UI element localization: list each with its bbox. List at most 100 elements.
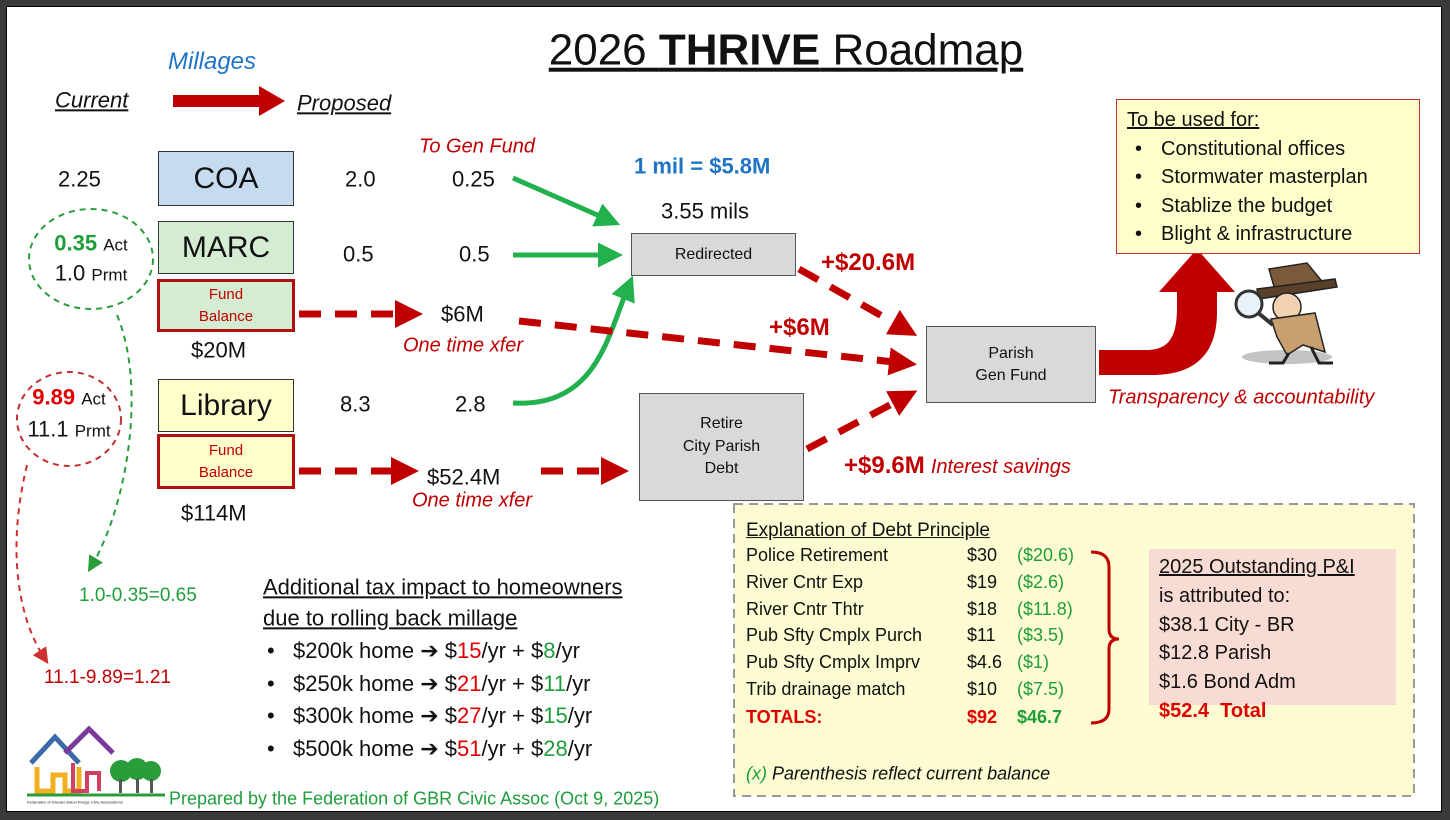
retire-debt-node: RetireCity ParishDebt <box>639 393 804 501</box>
node-line: Parish <box>988 343 1033 365</box>
debt-heading: Explanation of Debt Principle <box>746 520 990 542</box>
debt-cell: ($3.5) <box>1017 625 1064 646</box>
redirect-arrows <box>513 178 629 403</box>
use-item: Stormwater masterplan <box>1127 163 1409 192</box>
transparency: Transparency & accountability <box>1108 387 1374 410</box>
coa-redirect: 0.25 <box>452 166 495 191</box>
debt-cell: Police Retirement <box>746 545 888 566</box>
outstanding: 2025 Outstanding P&I is attributed to: $… <box>1159 553 1355 726</box>
library-arrow <box>513 285 629 403</box>
debt-cell: Pub Sfty Cmplx Imprv <box>746 652 920 673</box>
outstanding-item: $38.1 City - BR <box>1159 611 1355 640</box>
tax-segment: /yr + $ <box>481 736 543 761</box>
tax-segment: 51 <box>457 736 481 761</box>
outstanding-item: $12.8 Parish <box>1159 639 1355 668</box>
library-prmt-label: Prmt <box>75 421 111 440</box>
six-million-arrow <box>519 321 903 363</box>
to-gen-fund: To Gen Fund <box>419 136 535 159</box>
use-item: Stablize the budget <box>1127 192 1409 221</box>
debt-cell: $11 <box>967 625 996 646</box>
node-line: Debt <box>705 458 739 480</box>
flow-interest-note: Interest savings <box>931 456 1071 478</box>
tax-segment: /yr + $ <box>481 671 543 696</box>
uses-box: To be used for: Constitutional officesSt… <box>1116 99 1420 254</box>
detective-illustration <box>1236 263 1337 364</box>
fund-label: Fund <box>209 284 243 306</box>
tax-segment: 11 <box>543 671 566 696</box>
debt-cell: $4.6 <box>967 652 1002 673</box>
tax-segment: /yr <box>566 671 590 696</box>
marc-box: MARC <box>158 221 294 274</box>
library-prmt-value: 11.1 <box>27 416 68 441</box>
debt-cell: ($7.5) <box>1017 679 1064 700</box>
debt-cell: River Cntr Exp <box>746 572 863 593</box>
tax-segment: $250k home ➔ $ <box>293 671 457 696</box>
marc-prmt-label: Prmt <box>91 265 127 284</box>
debt-cell: River Cntr Thtr <box>746 599 864 620</box>
debt-cell: ($20.6) <box>1017 545 1074 566</box>
node-line: Retire <box>700 413 743 435</box>
library-difference: 11.1-9.89=1.21 <box>44 667 171 689</box>
logo <box>27 729 165 795</box>
redirected-node: Redirected <box>631 233 796 276</box>
outcome-arrow <box>1099 249 1235 375</box>
debt-cell: $46.7 <box>1017 707 1062 728</box>
redirected-total: 3.55 mils <box>661 198 749 223</box>
node-line: Gen Fund <box>975 365 1046 387</box>
fund-label: Fund <box>209 440 243 462</box>
outstanding-heading: 2025 Outstanding P&I <box>1159 553 1355 582</box>
tax-segment: $300k home ➔ $ <box>293 703 457 728</box>
tax-segment: 8 <box>543 638 555 663</box>
debt-cell: $18 <box>967 599 997 620</box>
uses-heading: To be used for: <box>1127 106 1409 135</box>
tax-segment: /yr <box>555 638 579 663</box>
marc-act: 0.35 Act <box>54 230 128 255</box>
outstanding-subheading: is attributed to: <box>1159 582 1355 611</box>
coa-proposed: 2.0 <box>345 166 376 191</box>
library-difference-arrow <box>17 465 45 659</box>
tax-segment: $500k home ➔ $ <box>293 736 457 761</box>
note-text: Parenthesis reflect current balance <box>772 764 1050 784</box>
coa-current: 2.25 <box>58 166 101 191</box>
marc-transfer-note: One time xfer <box>403 335 523 358</box>
slide: 2026 THRIVE Roadmap Millages Current Pro… <box>6 6 1442 812</box>
tax-segment: 15 <box>457 638 481 663</box>
library-act-label: Act <box>81 389 106 408</box>
tax-segment: $200k home ➔ $ <box>293 638 457 663</box>
flow-fund-balance: +$6M <box>769 314 830 342</box>
marc-redirect: 0.5 <box>459 241 490 266</box>
marc-difference: 1.0-0.35=0.65 <box>79 585 197 607</box>
tax-row: $250k home ➔ $21/yr + $11/yr <box>259 668 592 701</box>
prepared-by: Prepared by the Federation of GBR Civic … <box>169 789 659 810</box>
interest-arrow <box>807 397 905 449</box>
outstanding-items: $38.1 City - BR$12.8 Parish$1.6 Bond Adm <box>1159 611 1355 697</box>
page: 2026 THRIVE Roadmap Millages Current Pro… <box>0 0 1450 820</box>
debt-cell: $19 <box>967 572 997 593</box>
logo-text: Federation of Greater Baton Rouge Civic … <box>27 801 123 806</box>
title-bold: THRIVE <box>659 26 820 75</box>
redirected-label: Redirected <box>675 246 752 264</box>
marc-circle <box>29 209 153 309</box>
proposed-label: Proposed <box>297 90 391 115</box>
note-marker: (x) <box>746 764 767 784</box>
library-prmt: 11.1 Prmt <box>27 416 110 441</box>
tax-segment: 15 <box>543 703 567 728</box>
coa-arrow <box>513 178 611 221</box>
marc-proposed: 0.5 <box>343 241 374 266</box>
marc-act-label: Act <box>103 235 128 254</box>
marc-prmt-value: 1.0 <box>55 260 86 285</box>
current-label: Current <box>55 87 128 112</box>
debt-cell: $10 <box>967 679 997 700</box>
tax-list: $200k home ➔ $15/yr + $8/yr$250k home ➔ … <box>259 635 592 765</box>
tax-heading-1: Additional tax impact to homeowners <box>263 574 623 599</box>
title-tail: Roadmap <box>820 26 1023 75</box>
outstanding-total: $52.4 Total <box>1159 697 1355 726</box>
marc-act-value: 0.35 <box>54 230 97 255</box>
outstanding-item: $1.6 Bond Adm <box>1159 668 1355 697</box>
library-box: Library <box>158 379 294 432</box>
marc-prmt: 1.0 Prmt <box>55 260 128 285</box>
title: 2026 THRIVE Roadmap <box>549 26 1023 77</box>
library-act-value: 9.89 <box>32 384 75 409</box>
debt-cell: Pub Sfty Cmplx Purch <box>746 625 922 646</box>
